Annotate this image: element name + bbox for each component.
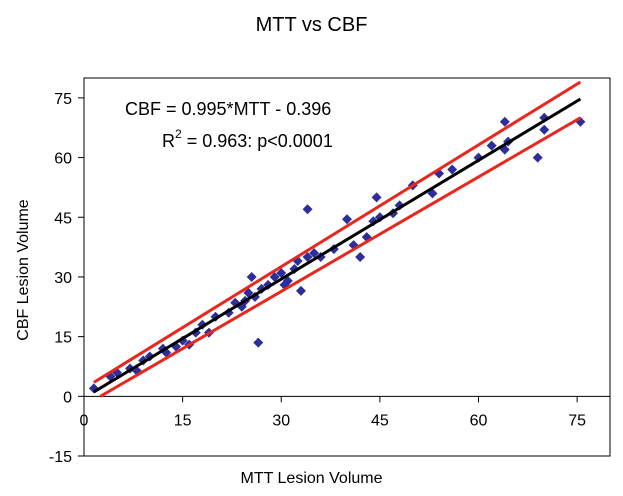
data-point [269,271,280,282]
data-point [282,275,293,286]
y-axis-label: CBF Lesion Volume [15,199,32,341]
data-point [371,192,382,203]
annotation-layer: CBF = 0.995*MTT - 0.396 R2 = 0.963: p<0.… [125,99,333,151]
x-tick-label: 30 [272,412,290,429]
data-point [253,337,264,348]
x-tick-label: 0 [80,412,89,429]
x-tick-label: 60 [470,412,488,429]
y-tick-label: 60 [54,151,72,168]
y-tick-label: 75 [54,91,72,108]
data-point [447,164,458,175]
plot-frame [83,77,611,457]
data-point [246,271,257,282]
data-point [532,152,543,163]
x-axis-label: MTT Lesion Volume [240,470,383,487]
r-squared-label: R2 = 0.963: p<0.0001 [162,127,333,151]
data-point [302,252,313,263]
data-point [309,248,320,259]
x-tick-label: 75 [568,412,586,429]
data-point [243,287,254,298]
data-point [539,124,550,135]
axes: 0 15 30 45 60 75 -15 0 15 30 45 60 75 [49,77,611,466]
y-tick-label: 30 [54,270,72,287]
lines-layer [93,80,582,398]
data-point [302,204,313,215]
x-tick-label: 45 [371,412,389,429]
y-tick-label: -15 [49,449,72,466]
data-point [355,252,366,263]
data-point [486,140,497,151]
regression-equation: CBF = 0.995*MTT - 0.396 [125,99,331,119]
data-point [276,267,287,278]
y-tick-label: 0 [63,389,72,406]
r-squared-value: = 0.963: p<0.0001 [182,131,333,151]
data-point [342,214,352,225]
confidence-band-upper [93,80,582,384]
r-squared-symbol: R [162,131,175,151]
data-point [499,116,510,127]
chart-title: MTT vs CBF [255,14,368,36]
data-point [295,285,306,296]
x-tick-label: 15 [174,412,192,429]
y-tick-label: 15 [54,330,72,347]
confidence-band-lower [99,116,582,398]
regression-line [93,97,582,394]
r-squared-exponent: 2 [175,127,182,141]
y-tick-label: 45 [54,210,72,227]
data-point [249,291,260,302]
